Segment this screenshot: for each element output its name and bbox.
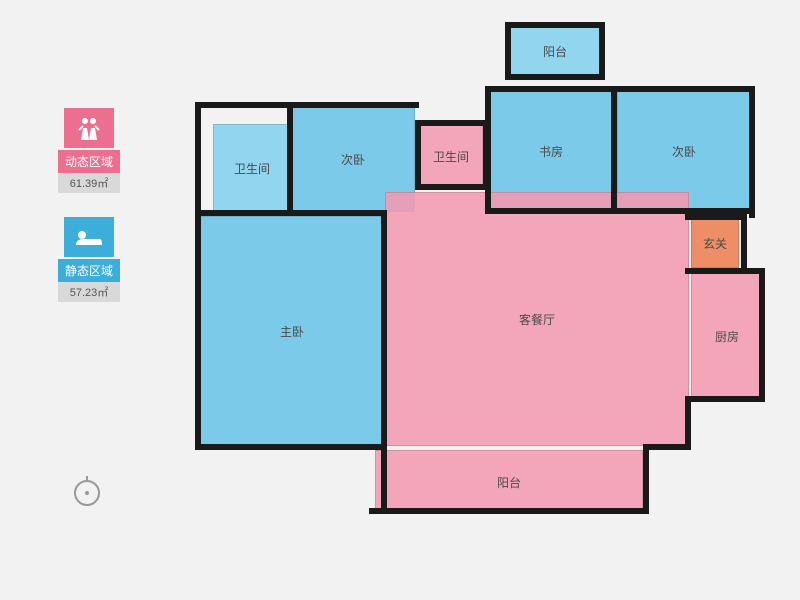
wall-segment — [483, 120, 489, 190]
wall-segment — [643, 444, 649, 514]
room-kitchen: 厨房 — [691, 272, 763, 400]
wall-segment — [611, 86, 617, 214]
legend-item-static: 静态区域 57.23㎡ — [58, 217, 120, 302]
wall-segment — [485, 208, 755, 214]
wall-segment — [415, 120, 487, 126]
wall-segment — [505, 74, 605, 80]
room-label: 厨房 — [715, 328, 739, 345]
wall-segment — [195, 444, 387, 450]
wall-segment — [685, 268, 765, 274]
room-label: 卫生间 — [433, 148, 469, 165]
room-living-dining: 客餐厅 — [385, 192, 689, 446]
wall-segment — [369, 508, 649, 514]
wall-segment — [685, 396, 691, 450]
room-bathroom-left: 卫生间 — [213, 124, 291, 212]
wall-segment — [759, 268, 765, 402]
legend-value-dynamic: 61.39㎡ — [58, 173, 120, 193]
wall-segment — [505, 22, 605, 28]
people-icon — [64, 108, 114, 148]
room-master-bedroom: 主卧 — [199, 216, 385, 446]
room-label: 阳台 — [497, 474, 521, 491]
wall-segment — [287, 106, 293, 214]
wall-segment — [485, 86, 755, 92]
room-label: 阳台 — [543, 43, 567, 60]
compass-icon — [74, 480, 104, 510]
wall-segment — [415, 120, 421, 190]
room-label: 书房 — [539, 143, 563, 160]
legend-value-static: 57.23㎡ — [58, 282, 120, 302]
zone-legend: 动态区域 61.39㎡ 静态区域 57.23㎡ — [58, 108, 120, 326]
wall-segment — [195, 102, 419, 108]
room-label: 主卧 — [280, 323, 304, 340]
wall-segment — [685, 396, 765, 402]
wall-segment — [599, 22, 605, 80]
room-label: 次卧 — [341, 151, 365, 168]
room-balcony-top: 阳台 — [509, 26, 601, 76]
wall-segment — [643, 444, 691, 450]
room-label: 卫生间 — [234, 160, 270, 177]
room-label: 玄关 — [703, 235, 727, 252]
legend-item-dynamic: 动态区域 61.39㎡ — [58, 108, 120, 193]
sleep-icon — [64, 217, 114, 257]
floorplan: 阳台卫生间次卧卫生间书房次卧主卧客餐厅玄关厨房阳台 — [185, 18, 777, 558]
wall-segment — [381, 444, 387, 514]
wall-segment — [199, 210, 387, 216]
legend-label-dynamic: 动态区域 — [58, 150, 120, 173]
wall-segment — [741, 214, 747, 272]
wall-segment — [415, 184, 487, 190]
room-entry: 玄关 — [691, 218, 739, 268]
wall-segment — [749, 86, 755, 218]
legend-label-static: 静态区域 — [58, 259, 120, 282]
room-balcony-bottom: 阳台 — [375, 450, 643, 514]
room-label: 客餐厅 — [519, 311, 555, 328]
wall-segment — [195, 102, 201, 450]
wall-segment — [685, 214, 747, 220]
room-label: 次卧 — [672, 143, 696, 160]
room-bathroom-mid: 卫生间 — [419, 124, 483, 188]
wall-segment — [505, 22, 511, 78]
wall-segment — [381, 210, 387, 448]
